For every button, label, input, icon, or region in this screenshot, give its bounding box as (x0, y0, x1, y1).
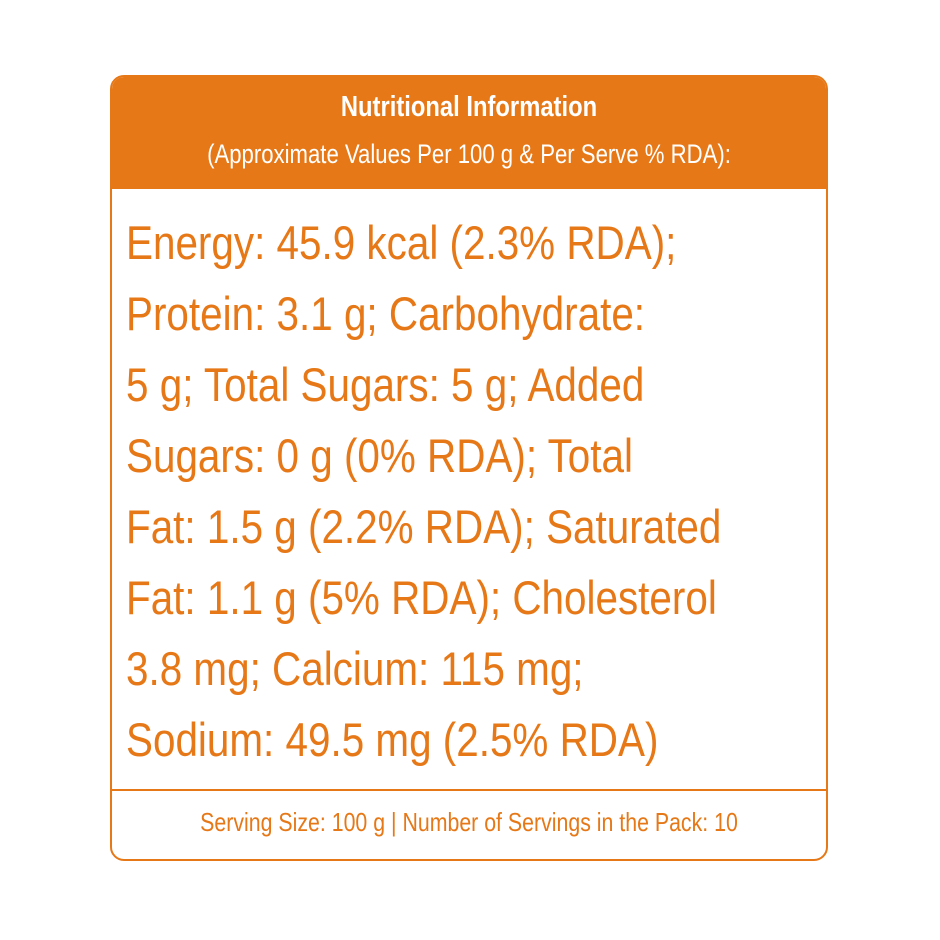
nutrition-line: Fat: 1.5 g (2.2% RDA); Saturated (126, 500, 722, 553)
nutrition-line: 5 g; Total Sugars: 5 g; Added (126, 358, 645, 411)
nutrition-line: Protein: 3.1 g; Carbohydrate: (126, 287, 646, 340)
nutrition-line: Sugars: 0 g (0% RDA); Total (126, 429, 633, 482)
nutrition-line: Fat: 1.1 g (5% RDA); Cholesterol (126, 571, 717, 624)
nutrition-panel: Nutritional Information (Approximate Val… (110, 75, 828, 861)
nutrition-line: Energy: 45.9 kcal (2.3% RDA); (126, 216, 677, 269)
serving-info: Serving Size: 100 g | Number of Servings… (200, 807, 738, 837)
footer-divider (112, 789, 826, 791)
nutrition-header: Nutritional Information (Approximate Val… (112, 77, 826, 189)
nutrition-subtitle: (Approximate Values Per 100 g & Per Serv… (207, 139, 731, 169)
nutrition-line: 3.8 mg; Calcium: 115 mg; (126, 642, 584, 695)
nutrition-line: Sodium: 49.5 mg (2.5% RDA) (126, 713, 659, 766)
nutrition-facts-text: Energy: 45.9 kcal (2.3% RDA); Protein: 3… (126, 207, 826, 775)
nutrition-title: Nutritional Information (340, 91, 598, 123)
